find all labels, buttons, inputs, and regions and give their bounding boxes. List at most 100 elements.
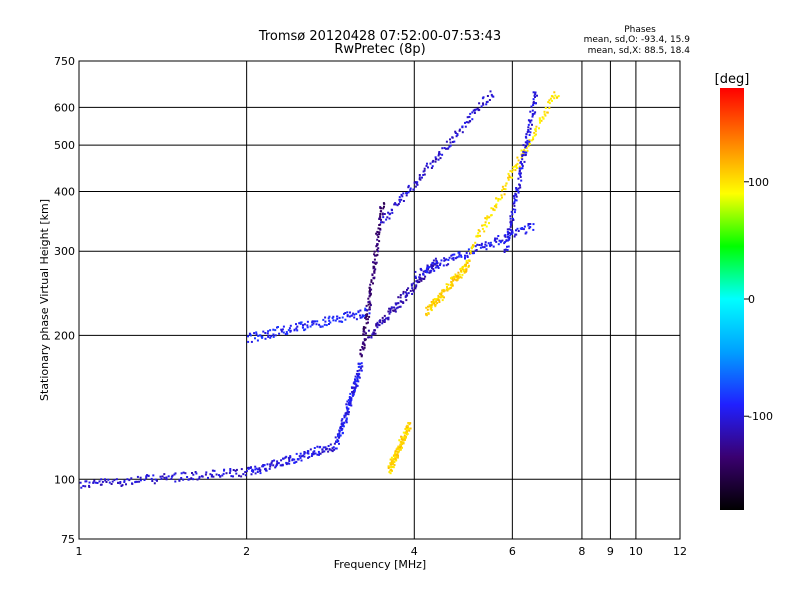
- data-point: [381, 319, 384, 322]
- data-point: [379, 213, 382, 215]
- data-point: [479, 234, 481, 237]
- data-point: [543, 110, 546, 113]
- data-point: [397, 296, 400, 299]
- data-point: [464, 256, 466, 259]
- data-point: [509, 234, 512, 237]
- data-point: [453, 253, 456, 256]
- data-point: [389, 472, 392, 475]
- data-point: [367, 301, 370, 304]
- data-point: [240, 475, 243, 478]
- data-point: [520, 163, 523, 165]
- data-point: [165, 478, 168, 481]
- data-point: [416, 183, 419, 186]
- data-point: [182, 478, 185, 481]
- data-point: [448, 145, 451, 148]
- data-point: [397, 302, 400, 305]
- data-point: [147, 474, 150, 477]
- data-point: [471, 252, 474, 255]
- data-point: [471, 246, 474, 249]
- data-point: [513, 235, 516, 238]
- data-point: [426, 266, 429, 269]
- data-point: [170, 477, 173, 480]
- data-point: [307, 450, 310, 453]
- data-point: [469, 112, 472, 115]
- data-point: [314, 320, 317, 323]
- data-point: [447, 147, 450, 150]
- data-point: [345, 403, 348, 406]
- data-point: [393, 306, 395, 309]
- data-point: [269, 329, 272, 332]
- data-point: [276, 460, 279, 463]
- data-point: [464, 121, 466, 124]
- data-point: [515, 199, 518, 202]
- data-point: [390, 469, 393, 471]
- colorbar-label: [deg]: [715, 72, 750, 87]
- data-point: [265, 469, 267, 472]
- data-point: [535, 125, 538, 128]
- data-point: [359, 314, 361, 317]
- data-point: [432, 298, 435, 301]
- data-point: [437, 267, 440, 269]
- data-point: [368, 336, 371, 339]
- data-point: [451, 277, 454, 280]
- data-point: [528, 142, 530, 145]
- data-point: [111, 480, 114, 483]
- data-point: [450, 277, 452, 280]
- data-point: [190, 477, 193, 480]
- data-point: [152, 474, 155, 477]
- data-point: [405, 299, 408, 302]
- x-tick-label: 9: [607, 545, 614, 558]
- data-point: [510, 224, 513, 227]
- data-point: [391, 459, 394, 462]
- data-point: [406, 294, 409, 297]
- data-point: [416, 279, 419, 282]
- data-point: [527, 126, 530, 129]
- data-point: [380, 221, 382, 224]
- data-point: [298, 322, 301, 325]
- data-point: [357, 374, 360, 377]
- data-point: [274, 329, 277, 332]
- data-point: [145, 477, 148, 480]
- data-point: [504, 248, 507, 251]
- data-point: [521, 158, 524, 161]
- data-point: [454, 130, 457, 133]
- data-point: [396, 302, 399, 305]
- data-point: [548, 99, 551, 102]
- data-point: [373, 261, 376, 264]
- data-point: [438, 301, 441, 303]
- data-point: [372, 267, 375, 270]
- data-point: [389, 458, 392, 461]
- data-point: [458, 129, 461, 132]
- data-point: [505, 182, 508, 185]
- data-point: [353, 389, 356, 392]
- data-point: [508, 238, 511, 241]
- data-point: [440, 291, 443, 294]
- data-point: [412, 188, 415, 191]
- colorbar-ticks: 100 0 -100: [744, 176, 773, 423]
- data-point: [462, 268, 464, 271]
- y-tick-label: 600: [54, 101, 75, 114]
- data-point: [367, 318, 369, 321]
- data-point: [313, 452, 316, 455]
- data-point: [525, 151, 528, 154]
- data-point: [318, 446, 321, 449]
- data-point: [344, 414, 347, 417]
- data-point: [519, 174, 522, 177]
- data-point: [381, 212, 384, 215]
- data-point: [532, 98, 535, 101]
- data-point: [424, 270, 427, 273]
- data-point: [404, 296, 407, 299]
- data-point: [483, 246, 486, 249]
- data-point: [527, 145, 530, 148]
- data-point: [511, 213, 514, 216]
- data-point: [389, 466, 392, 469]
- data-point: [368, 295, 371, 298]
- data-point: [360, 369, 363, 372]
- data-point: [138, 480, 141, 483]
- data-point: [325, 447, 328, 450]
- data-point: [295, 327, 298, 330]
- data-point: [406, 433, 409, 435]
- data-point: [380, 218, 382, 221]
- data-point: [507, 172, 510, 175]
